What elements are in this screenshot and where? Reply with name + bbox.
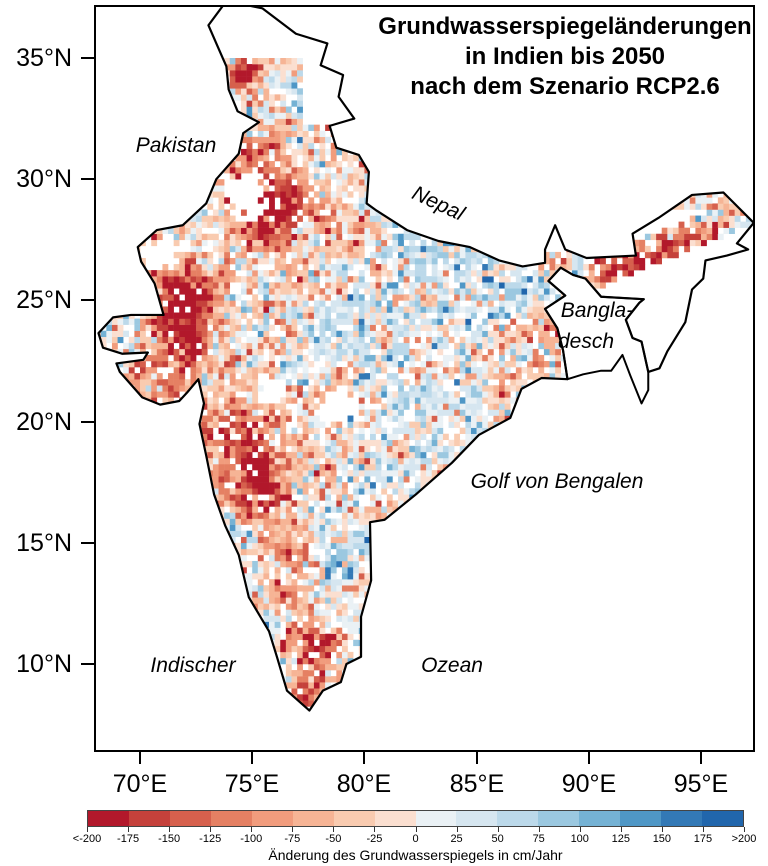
country-label-golf-von-bengalen: Golf von Bengalen (470, 470, 644, 493)
lat-tick-mark (81, 542, 94, 544)
colorbar-segment (538, 811, 580, 826)
colorbar-tick-mark (374, 827, 376, 832)
country-label-bangladesch-1: Bangla- (560, 299, 634, 322)
colorbar-segment (292, 811, 334, 826)
lon-tick-label: 80°E (336, 770, 392, 798)
colorbar-tick-mark (497, 827, 499, 832)
colorbar-segment (169, 811, 211, 826)
lat-tick-label: 30°N (16, 165, 72, 193)
lon-tick-label: 75°E (224, 770, 280, 798)
colorbar-tick-label: -175 (117, 833, 140, 845)
colorbar-tick-label: >200 (731, 833, 757, 845)
lat-tick-mark (81, 299, 94, 301)
colorbar-tick-label: -75 (284, 833, 301, 845)
colorbar-tick-mark (87, 827, 88, 832)
lon-tick-mark (588, 752, 590, 764)
colorbar-segment (210, 811, 252, 826)
lon-tick-mark (363, 752, 365, 764)
colorbar-segment (702, 811, 743, 826)
colorbar-tick-mark (579, 827, 581, 832)
title-line-1: Grundwasserspiegeländerungen (378, 13, 752, 40)
lat-tick-mark (81, 663, 94, 665)
colorbar-segment (128, 811, 170, 826)
colorbar-segment (456, 811, 498, 826)
lon-tick-label: 85°E (449, 770, 505, 798)
figure-title: Grundwasserspiegeländerungen in Indien b… (372, 12, 758, 102)
colorbar-tick-label: -50 (325, 833, 342, 845)
country-label-pakistan: Pakistan (135, 134, 217, 157)
country-label-bangladesch-2: desch (557, 330, 615, 353)
lat-tick-mark (81, 178, 94, 180)
lon-tick-label: 95°E (673, 770, 729, 798)
plot-frame (94, 5, 755, 752)
colorbar-segment (88, 811, 129, 826)
lon-tick-mark (476, 752, 478, 764)
colorbar-tick-mark (333, 827, 335, 832)
country-label-ozean: Ozean (421, 654, 483, 677)
colorbar-segment (251, 811, 293, 826)
colorbar-tick-label: -125 (199, 833, 222, 845)
lat-tick-label: 20°N (16, 408, 72, 436)
map-canvas (96, 7, 753, 750)
lat-tick-label: 25°N (16, 286, 72, 314)
colorbar-segment (579, 811, 621, 826)
colorbar-tick-mark (169, 827, 171, 832)
colorbar-segment (620, 811, 662, 826)
colorbar-tick-mark (251, 827, 253, 832)
colorbar-segment (497, 811, 539, 826)
colorbar-tick-label: 0 (412, 833, 419, 845)
lat-tick-label: 10°N (16, 650, 72, 678)
colorbar-tick-label: 175 (693, 833, 713, 845)
colorbar-caption: Änderung des Grundwasserspiegels in cm/J… (268, 847, 563, 863)
colorbar-tick-mark (661, 827, 663, 832)
colorbar-tick-label: 75 (532, 833, 545, 845)
colorbar-tick-label: 150 (652, 833, 672, 845)
colorbar-tick-mark (292, 827, 294, 832)
colorbar-tick-label: 50 (491, 833, 504, 845)
colorbar-tick-label: -100 (240, 833, 263, 845)
country-label-indischer: Indischer (150, 654, 236, 677)
lat-tick-mark (81, 57, 94, 59)
colorbar-tick-mark (538, 827, 540, 832)
colorbar-segment (415, 811, 457, 826)
title-line-3: nach dem Szenario RCP2.6 (410, 73, 720, 100)
colorbar-tick-label: -150 (158, 833, 181, 845)
colorbar-tick-label: 25 (450, 833, 463, 845)
colorbar-tick-label: 125 (611, 833, 630, 845)
lon-tick-label: 70°E (112, 770, 168, 798)
colorbar-tick-mark (620, 827, 622, 832)
colorbar-tick-mark (456, 827, 458, 832)
colorbar-segment (661, 811, 703, 826)
colorbar-tick-mark (744, 827, 745, 832)
colorbar-tick-label: <-200 (72, 833, 102, 845)
lat-tick-mark (81, 421, 94, 423)
lat-tick-label: 15°N (16, 529, 72, 557)
colorbar-tick-mark (415, 827, 417, 832)
lat-tick-label: 35°N (16, 44, 72, 72)
colorbar-tick-mark (128, 827, 130, 832)
colorbar-tick-mark (210, 827, 212, 832)
lon-tick-mark (251, 752, 253, 764)
colorbar-tick-mark (702, 827, 704, 832)
colorbar-segment (333, 811, 375, 826)
colorbar-gradient (87, 810, 744, 827)
colorbar-tick-label: 100 (570, 833, 589, 845)
lon-tick-label: 90°E (561, 770, 617, 798)
colorbar-tick-label: -25 (366, 833, 383, 845)
lon-tick-mark (139, 752, 141, 764)
lon-tick-mark (700, 752, 702, 764)
title-line-2: in Indien bis 2050 (464, 43, 666, 70)
colorbar-segment (374, 811, 416, 826)
